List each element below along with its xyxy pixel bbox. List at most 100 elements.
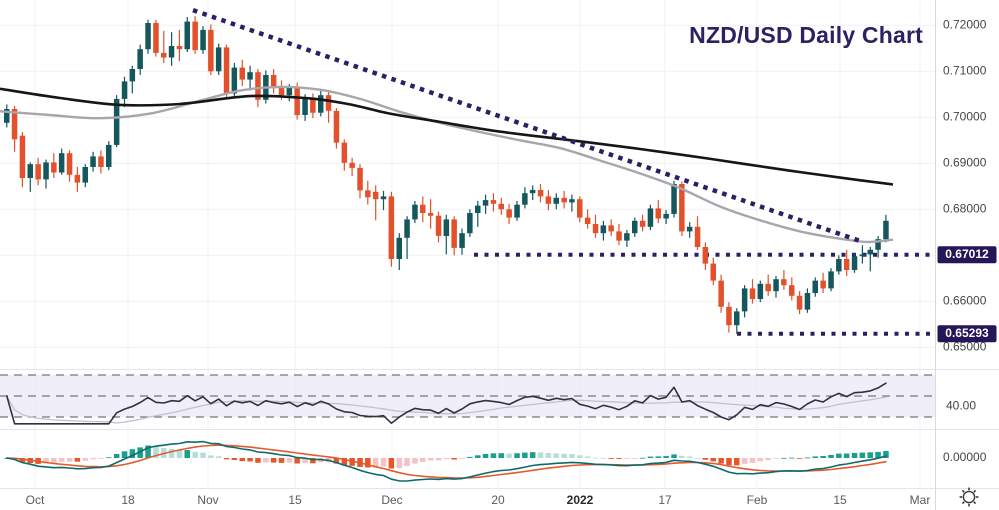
candle-body <box>184 21 190 50</box>
macd-histogram-bar <box>522 452 528 458</box>
candle-body <box>467 213 473 234</box>
candle-body <box>647 208 654 227</box>
level-label-box[interactable] <box>937 325 997 343</box>
macd-histogram-bar <box>883 451 889 458</box>
macd-histogram-bar <box>90 458 96 460</box>
candle-body <box>43 162 49 180</box>
macd-line <box>6 440 887 482</box>
macd-histogram-bar <box>51 458 57 464</box>
candle-body <box>451 219 457 248</box>
candle-body <box>380 196 387 200</box>
candle-body <box>137 49 143 69</box>
candle-body <box>176 46 183 50</box>
macd-histogram-bar <box>168 448 175 458</box>
macd-histogram-bar <box>231 458 238 460</box>
gear-tooth[interactable] <box>961 501 965 505</box>
macd-signal-line <box>6 444 887 479</box>
gear-tooth[interactable] <box>961 489 965 493</box>
candle-body <box>372 191 379 200</box>
macd-histogram-bar <box>341 458 348 466</box>
candle-body <box>365 190 371 198</box>
level-label-text: 0.67012 <box>945 247 989 261</box>
candle-body <box>121 81 128 99</box>
candle-body <box>35 164 41 180</box>
candle-body <box>294 87 300 115</box>
gear-tooth[interactable] <box>973 501 977 505</box>
level-label-box[interactable] <box>937 246 997 264</box>
macd-histogram-bar <box>537 452 544 458</box>
candle-body <box>286 87 293 96</box>
macd-histogram-bar <box>106 457 112 459</box>
candle-body <box>325 95 332 111</box>
time-axis-label: Nov <box>197 493 218 507</box>
price-axis-label: 0.71000 <box>943 63 987 77</box>
macd-histogram-bar <box>600 457 607 459</box>
candle-body <box>341 142 348 163</box>
macd-histogram-bar <box>757 458 764 462</box>
candle-body <box>883 220 889 240</box>
macd-histogram-bar <box>671 454 677 458</box>
time-axis-label: Oct <box>26 493 45 507</box>
candle-body <box>812 280 818 293</box>
macd-histogram-bar <box>286 458 293 463</box>
candle-body <box>663 213 669 219</box>
candle-body <box>561 197 567 203</box>
time-axis: Oct 18 Nov 15 Dec 20 2022 17 Feb 15 Mar <box>26 493 931 507</box>
candle-body <box>726 306 732 326</box>
candle-body <box>624 233 630 241</box>
macd-histogram-bar <box>820 456 826 458</box>
macd-histogram-bar <box>616 458 622 459</box>
time-axis-label: 20 <box>491 493 505 507</box>
candle-body <box>27 164 33 178</box>
candle-body <box>514 204 520 218</box>
candle-body <box>867 249 873 255</box>
candle-body <box>616 231 622 241</box>
macd-histogram-bar <box>270 458 277 463</box>
macd-histogram-bar <box>365 458 371 468</box>
candle-body <box>247 72 253 80</box>
macd-histogram-bar <box>113 454 120 458</box>
candle-body <box>498 203 504 210</box>
macd-histogram-bar <box>726 458 732 466</box>
candle-body <box>255 72 261 100</box>
macd-histogram-bar <box>58 458 65 462</box>
candle-body <box>11 109 18 140</box>
macd-histogram-bar <box>239 458 245 462</box>
candle-body <box>749 288 756 299</box>
level-label-text: 0.65293 <box>945 326 989 340</box>
candle-body <box>686 226 693 232</box>
candle-body <box>302 98 308 115</box>
macd-histogram-bar <box>843 453 850 458</box>
gear-tooth[interactable] <box>973 489 977 493</box>
level-price-label[interactable]: 0.65293 <box>937 325 997 343</box>
candle-body <box>875 239 881 250</box>
candle-body <box>836 259 842 272</box>
macd-histogram-bar <box>467 456 473 458</box>
candle-body <box>74 174 81 183</box>
macd-histogram-bar <box>43 458 49 464</box>
macd-histogram-bar <box>98 458 104 459</box>
macd-histogram-bar <box>388 458 395 469</box>
gear-circle[interactable] <box>962 490 976 504</box>
candle-body <box>522 193 528 205</box>
macd-histogram-bar <box>851 452 858 458</box>
macd-axis-label: 0.00000 <box>943 450 987 464</box>
macd-histogram-bar <box>498 453 504 458</box>
candle-body <box>82 167 88 183</box>
candle-body <box>577 199 583 218</box>
settings-icon[interactable] <box>959 487 979 507</box>
candle-body <box>851 256 858 270</box>
price-axis: 0.72000 0.71000 0.70000 0.69000 0.68000 0.660… <box>937 17 997 464</box>
level-price-label[interactable]: 0.67012 <box>937 246 997 264</box>
macd-histogram-bar <box>278 458 285 463</box>
macd-histogram-bar <box>663 456 669 458</box>
macd-histogram-bar <box>655 456 661 458</box>
macd-histogram-bar <box>592 457 599 459</box>
price-axis-label: 0.65000 <box>943 339 987 353</box>
candle-body <box>357 167 363 191</box>
macd-histogram-bar <box>451 458 457 460</box>
candle-body <box>828 271 834 289</box>
level-lines-layer <box>474 252 935 336</box>
candle-body <box>765 283 771 292</box>
